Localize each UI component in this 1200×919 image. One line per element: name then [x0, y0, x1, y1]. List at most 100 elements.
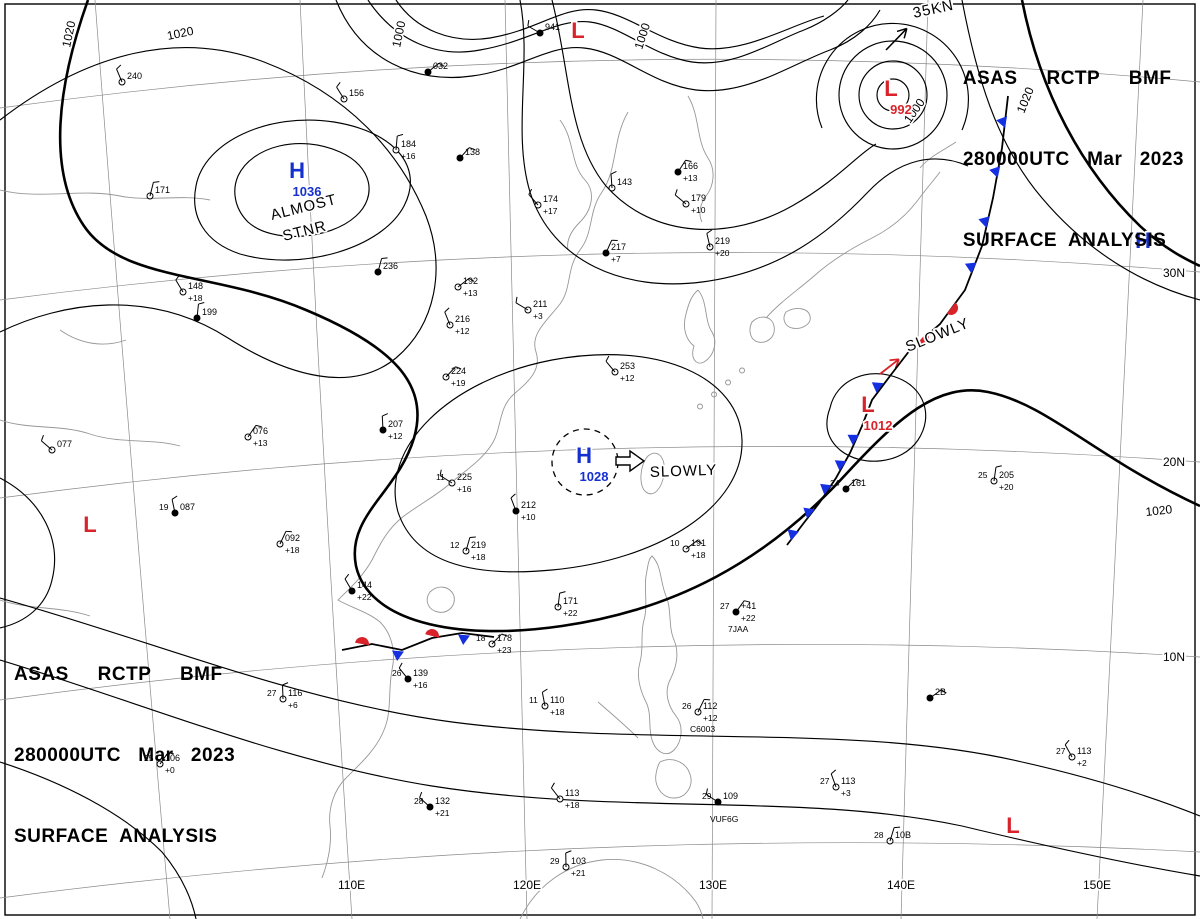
- station-value: 143: [617, 177, 632, 187]
- annotation-slowly: SLOWLY: [903, 315, 972, 356]
- station-plot: 156: [336, 82, 364, 103]
- station-plot: 217+7: [602, 239, 626, 264]
- wind-barb-icon: [279, 531, 287, 545]
- station-tendency: +10: [521, 512, 536, 522]
- station-plot: 191 +18 10: [670, 538, 706, 560]
- wind-barb-tick-icon: [527, 19, 530, 27]
- wind-barb-tick-icon: [153, 181, 160, 183]
- wind-barb-icon: [159, 752, 169, 765]
- station-value: 253: [620, 361, 635, 371]
- wind-barb-tick-icon: [706, 229, 713, 234]
- station-value: 10B: [895, 830, 911, 840]
- station-value: +41: [741, 601, 756, 611]
- wind-barb-icon: [528, 194, 539, 206]
- wind-barb-tick-icon: [674, 189, 678, 196]
- wind-barb-icon: [845, 478, 857, 490]
- station-value: 116: [288, 688, 302, 698]
- isobar-label: 1020: [59, 19, 78, 48]
- wind-barb-tick-icon: [344, 573, 350, 580]
- wind-barb-icon: [344, 578, 353, 592]
- coast-philippines: [597, 555, 692, 799]
- station-tendency: +12: [703, 713, 718, 723]
- station-value: 032: [433, 61, 448, 71]
- station-value: 192: [463, 276, 478, 286]
- wind-barb-tick-icon: [696, 540, 703, 545]
- wind-barb-icon: [889, 827, 895, 842]
- station-tendency: +12: [455, 326, 470, 336]
- station-value: 110: [550, 695, 564, 705]
- pressure-symbol: H: [289, 158, 305, 183]
- station-tendency: +18: [550, 707, 565, 717]
- longitude-label: 120E: [513, 878, 541, 892]
- high-1028-motion-arrow: [615, 449, 646, 473]
- station-value: 211: [533, 299, 547, 309]
- wind-barb-tick-icon: [398, 662, 403, 669]
- station-tendency: +16: [413, 680, 428, 690]
- station-plot: 219 +18 12: [450, 536, 486, 562]
- station-plot: 143: [608, 171, 632, 192]
- station-tendency: +3: [533, 311, 543, 321]
- wind-barb-tick-icon: [501, 633, 508, 637]
- pressure-center-l: L: [1005, 811, 1022, 840]
- station-tendency: +21: [571, 868, 586, 878]
- coast-taiwan: [640, 452, 665, 495]
- pressure-symbol: H: [1135, 228, 1151, 253]
- cold-front-marker: [787, 529, 800, 541]
- wind-barb-tick-icon: [542, 688, 548, 693]
- station-plot: 2B: [926, 687, 947, 702]
- wind-barb-icon: [557, 593, 561, 608]
- station-plot: 113+18: [550, 782, 580, 810]
- station-plot: 139 +16 26: [392, 662, 428, 690]
- station-value: 076: [253, 426, 268, 436]
- station-tendency: +13: [683, 173, 698, 183]
- chart-datetime: 280000UTC Mar 2023: [14, 745, 236, 767]
- isobar-label: 1000: [389, 19, 408, 48]
- warm-front-marker: [355, 637, 369, 646]
- wind-barb-tick-icon: [175, 274, 180, 281]
- wind-barb-icon: [247, 425, 257, 438]
- wind-barb-tick-icon: [559, 591, 566, 594]
- station-plot: 216+12: [444, 307, 470, 336]
- station-value: 132: [435, 796, 450, 806]
- station-tendency: +16: [457, 484, 472, 494]
- station-plot: 113 +2 27: [1056, 739, 1091, 768]
- wind-barb-icon: [605, 240, 613, 254]
- station-value: 144: [357, 580, 372, 590]
- wind-barb-icon: [510, 497, 517, 512]
- station-tendency: +12: [620, 373, 635, 383]
- station-plot: 110 +18 11: [529, 688, 565, 717]
- wind-barb-tick-icon: [439, 469, 442, 476]
- station-plot: 087 19: [159, 495, 195, 517]
- isobar-label: 1000: [632, 21, 654, 51]
- latitude-label: 30N: [1163, 266, 1185, 280]
- wind-barb-icon: [457, 277, 470, 288]
- station-plot: +41 +22 27 7JAA: [720, 600, 756, 634]
- cold-front-marker: [964, 262, 977, 274]
- wind-barb-tick-icon: [1064, 739, 1070, 746]
- wind-barb-tick-icon: [282, 682, 289, 686]
- station-value: 106: [165, 753, 180, 763]
- wind-barb-tick-icon: [455, 366, 462, 370]
- station-plot: 106 +0 25: [144, 752, 180, 775]
- coast-borneo: [519, 858, 704, 919]
- wind-barb-tick-icon: [419, 791, 423, 798]
- wind-barb-tick-icon: [198, 302, 205, 305]
- warm-front-marker: [946, 302, 958, 315]
- wind-barb-icon: [444, 311, 451, 326]
- station-value: 217: [611, 242, 626, 252]
- wind-barb-icon: [550, 787, 561, 800]
- station-id: VUF6G: [710, 814, 738, 824]
- station-tendency: +21: [435, 808, 450, 818]
- station-value: 113: [841, 776, 855, 786]
- coast-japan: [765, 141, 957, 319]
- station-value: 212: [521, 500, 536, 510]
- chart-id: ASAS RCTP BMF: [962, 67, 1172, 89]
- wind-barb-icon: [419, 797, 431, 808]
- wind-barb-tick-icon: [528, 188, 533, 195]
- station-plot: 178 +23 18: [476, 633, 512, 655]
- wind-barb-tick-icon: [705, 788, 708, 795]
- station-tendency: +10: [691, 205, 706, 215]
- wind-barb-icon: [993, 467, 997, 482]
- station-plot: 211+3: [515, 296, 547, 321]
